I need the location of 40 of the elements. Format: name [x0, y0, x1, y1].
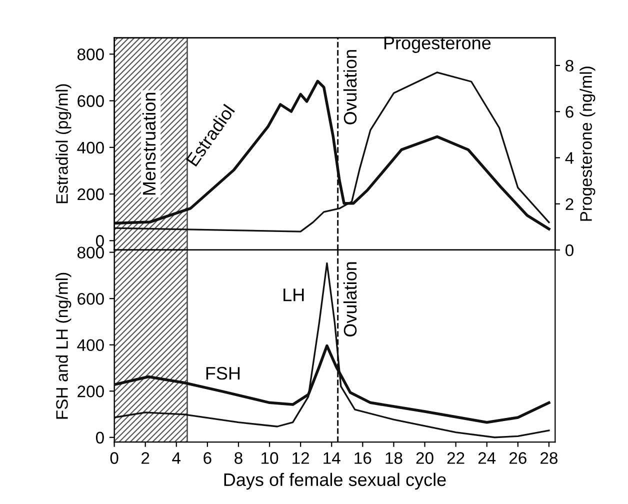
x-tick-label: 12 — [292, 452, 310, 464]
y-tick-label: 0 — [96, 235, 104, 247]
series-label: Progesterone — [384, 36, 491, 53]
y-tick-label: 200 — [78, 188, 104, 200]
x-tick-label: 16 — [354, 452, 372, 464]
x-tick-label: 14 — [324, 452, 340, 464]
y-tick-label: 600 — [78, 95, 104, 107]
x-tick-label: 6 — [204, 452, 212, 464]
x-tick-label: 22 — [447, 452, 464, 464]
x-tick-label: 18 — [386, 452, 402, 464]
x-tick-label: 26 — [509, 452, 526, 464]
x-axis-title: Days of female sexual cycle — [224, 472, 446, 490]
y2-tick-label: 4 — [565, 152, 574, 164]
ref-line-label: Ovulation — [343, 262, 357, 337]
x-tick-label: 28 — [540, 452, 558, 464]
x-tick-label: 10 — [262, 452, 278, 464]
y-tick-label: 800 — [77, 246, 104, 258]
x-tick-label: 4 — [172, 452, 181, 464]
y2-tick-label: 6 — [566, 106, 574, 118]
band-label: Menstruation — [142, 92, 156, 195]
y-axis-title: FSH and LH (ng/ml) — [56, 272, 72, 419]
y2-tick-label: 8 — [566, 60, 574, 72]
x-tick-label: 20 — [416, 452, 434, 464]
y2-tick-label: 2 — [566, 198, 574, 210]
x-tick-label: 2 — [142, 452, 150, 464]
y-tick-label: 400 — [77, 339, 104, 352]
series-label: LH — [284, 288, 304, 302]
y-tick-label: 800 — [77, 48, 104, 60]
y-tick-label: 400 — [77, 142, 104, 154]
y-tick-label: 600 — [78, 292, 104, 305]
y-tick-label: 0 — [96, 432, 104, 444]
x-tick-label: 8 — [234, 452, 242, 464]
y2-tick-label: 0 — [566, 244, 574, 256]
y2-axis-title: Progesterone (ng/ml) — [580, 66, 596, 221]
y-axis-title: Estradiol (pg/ml) — [56, 84, 72, 204]
x-tick-label: 0 — [110, 452, 118, 464]
y-tick-label: 200 — [78, 386, 104, 398]
series-label: FSH — [206, 366, 240, 380]
ref-line-label: Ovulation — [343, 50, 357, 124]
x-tick-label: 24 — [478, 452, 496, 464]
